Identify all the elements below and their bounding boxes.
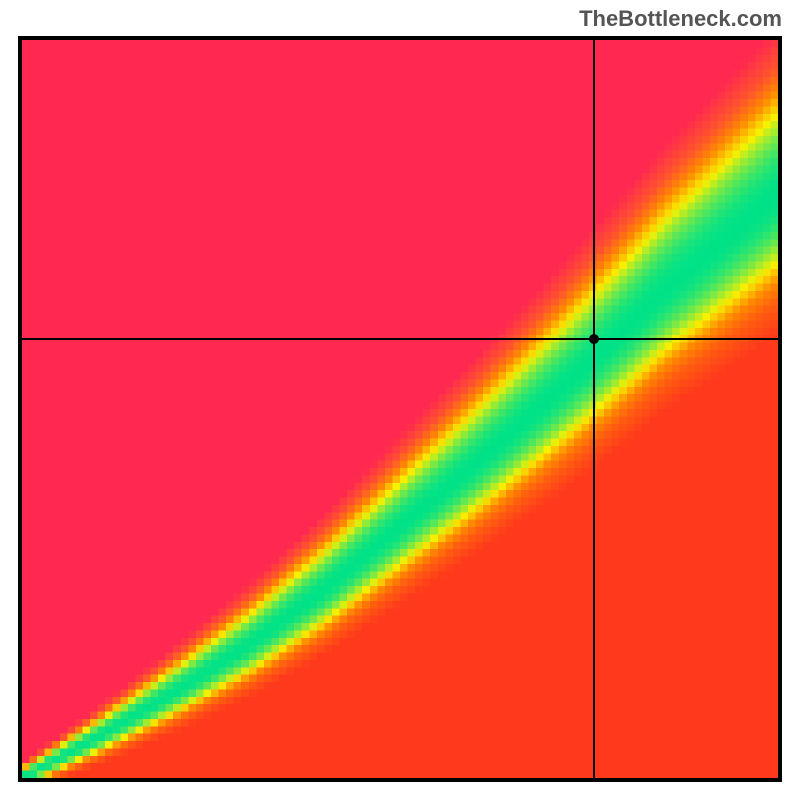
figure-container: TheBottleneck.com — [0, 0, 800, 800]
crosshair-horizontal — [22, 338, 778, 340]
heatmap-canvas — [22, 40, 778, 778]
watermark-text: TheBottleneck.com — [579, 6, 782, 32]
crosshair-vertical — [593, 40, 595, 778]
heatmap-plot — [18, 36, 782, 782]
crosshair-marker — [589, 334, 599, 344]
